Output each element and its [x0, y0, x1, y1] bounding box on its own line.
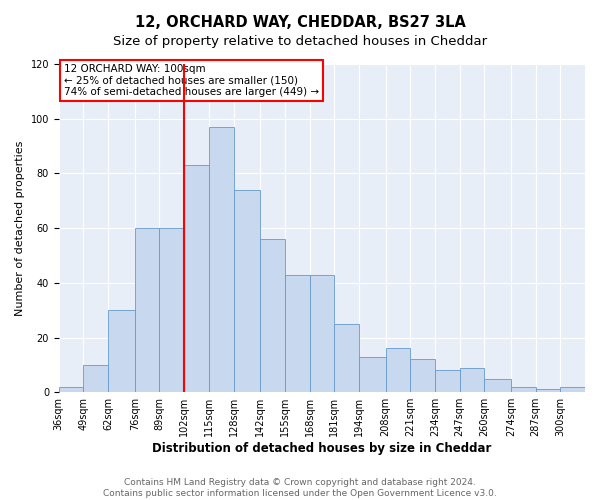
Bar — [108, 310, 135, 392]
Bar — [160, 228, 184, 392]
Text: Contains HM Land Registry data © Crown copyright and database right 2024.
Contai: Contains HM Land Registry data © Crown c… — [103, 478, 497, 498]
Bar — [386, 348, 410, 392]
Bar — [260, 239, 285, 392]
Bar — [209, 127, 233, 392]
Bar — [334, 324, 359, 392]
Bar — [285, 274, 310, 392]
Bar — [560, 386, 585, 392]
Bar — [233, 190, 260, 392]
Bar — [83, 365, 108, 392]
Bar — [310, 274, 334, 392]
Bar — [484, 378, 511, 392]
Bar — [135, 228, 160, 392]
Bar — [511, 386, 536, 392]
Bar — [460, 368, 484, 392]
Y-axis label: Number of detached properties: Number of detached properties — [15, 140, 25, 316]
Bar — [59, 386, 83, 392]
X-axis label: Distribution of detached houses by size in Cheddar: Distribution of detached houses by size … — [152, 442, 491, 455]
Bar — [410, 360, 435, 392]
Bar — [359, 356, 386, 392]
Text: Size of property relative to detached houses in Cheddar: Size of property relative to detached ho… — [113, 35, 487, 48]
Bar — [536, 390, 560, 392]
Text: 12, ORCHARD WAY, CHEDDAR, BS27 3LA: 12, ORCHARD WAY, CHEDDAR, BS27 3LA — [134, 15, 466, 30]
Bar — [435, 370, 460, 392]
Bar — [184, 165, 209, 392]
Text: 12 ORCHARD WAY: 100sqm
← 25% of detached houses are smaller (150)
74% of semi-de: 12 ORCHARD WAY: 100sqm ← 25% of detached… — [64, 64, 319, 97]
